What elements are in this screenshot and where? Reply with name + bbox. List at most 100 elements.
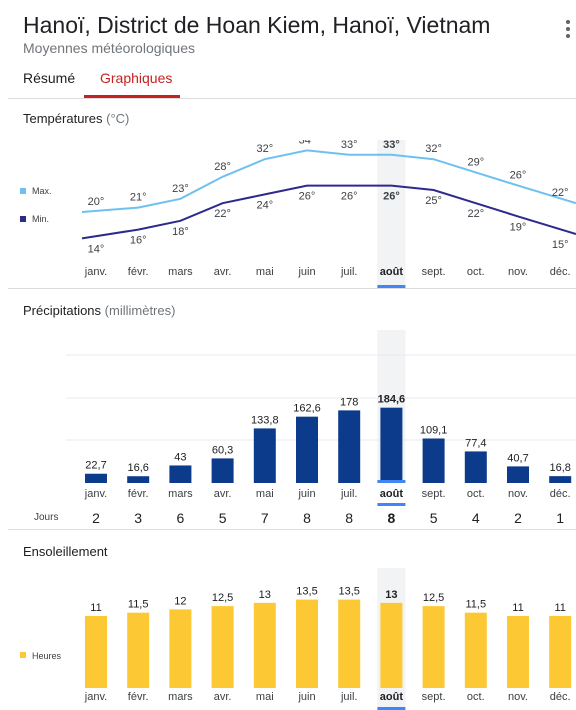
precipitation-value-label: 178: [340, 396, 358, 408]
data-label-max: 32°: [256, 143, 273, 155]
data-label-max: 21°: [130, 192, 147, 204]
selected-month-indicator: [377, 285, 406, 288]
highlight-column: [377, 140, 406, 288]
data-label-min: 26°: [383, 191, 400, 203]
data-label-min: 18°: [172, 226, 189, 238]
x-tick-label: avr.: [214, 488, 232, 500]
sunshine-bar: [464, 612, 487, 688]
sunshine-value-label: 11: [90, 602, 101, 614]
legend-swatch-hours: [20, 652, 26, 658]
x-tick-label: nov.: [508, 691, 528, 703]
data-label-max: 23°: [172, 183, 189, 195]
precipitation-value-label: 43: [174, 451, 186, 463]
x-tick-label: mars: [168, 266, 193, 278]
precipitation-value-label: 133,8: [251, 414, 279, 426]
x-tick-label: sept.: [422, 488, 446, 500]
precipitation-value-label: 60,3: [212, 444, 233, 456]
x-tick-label: oct.: [467, 266, 485, 278]
rain-days-value: 3: [134, 510, 142, 526]
page-subtitle: Moyennes météorologiques: [23, 40, 195, 56]
page-title: Hanoï, District de Hoan Kiem, Hanoï, Vie…: [23, 12, 491, 38]
more-vert-icon[interactable]: [562, 18, 576, 40]
data-label-max: 33°: [383, 140, 400, 151]
precipitation-section-title: Précipitations (millimètres): [23, 303, 175, 318]
legend-label-min: Min.: [32, 214, 49, 224]
sunshine-bar: [296, 599, 318, 688]
x-tick-label: août: [380, 488, 404, 500]
x-tick-label: nov.: [508, 266, 528, 278]
sunshine-value-label: 13: [259, 589, 271, 601]
precipitation-bar: [253, 428, 276, 483]
precipitation-bar: [169, 465, 192, 483]
temperature-unit: (°C): [106, 111, 130, 126]
data-label-max: 20°: [88, 196, 105, 208]
precipitation-value-label: 109,1: [420, 424, 448, 436]
x-tick-label: déc.: [550, 266, 571, 278]
legend-swatch-max: [20, 188, 26, 194]
x-tick-label: août: [380, 266, 404, 278]
temperature-section-title: Températures (°C): [23, 111, 129, 126]
precipitation-bar: [127, 476, 150, 483]
data-label-min: 22°: [214, 208, 231, 220]
divider: [8, 288, 576, 289]
x-tick-label: mars: [168, 488, 193, 500]
divider: [8, 529, 576, 530]
sunshine-value-label: 13,5: [338, 586, 359, 598]
sunshine-value-label: 13: [385, 589, 397, 601]
sunshine-section-title: Ensoleillement: [23, 544, 108, 559]
x-tick-label: juin: [297, 488, 315, 500]
x-tick-label: déc.: [550, 691, 571, 703]
sunshine-value-label: 12,5: [212, 592, 233, 604]
rain-days-value: 8: [345, 510, 353, 526]
active-tab-indicator: [84, 95, 180, 98]
data-label-min: 25°: [425, 195, 442, 207]
sunshine-bar: [85, 615, 107, 688]
precipitation-value-label: 22,7: [85, 460, 106, 472]
rain-days-value: 4: [472, 510, 480, 526]
legend-swatch-min: [20, 216, 26, 222]
x-tick-label: nov.: [508, 488, 528, 500]
x-tick-label: janv.: [84, 266, 107, 278]
rain-days-value: 1: [556, 510, 564, 526]
sunshine-bar: [169, 609, 192, 688]
sunshine-bar: [549, 615, 572, 688]
data-label-min: 19°: [510, 221, 527, 233]
x-tick-label: févr.: [128, 488, 149, 500]
precipitation-bar: [211, 458, 234, 483]
x-tick-label: déc.: [550, 488, 571, 500]
sunshine-chart: 11 11,5 12 12,5 13 13,5 13,5 13 12,5 11,5 11 11 Heur…: [20, 568, 572, 710]
legend-label-hours: Heures: [32, 651, 62, 661]
precipitation-value-label: 77,4: [465, 437, 486, 449]
precipitation-bar: [85, 473, 107, 483]
precipitation-value-label: 16,6: [127, 462, 148, 474]
tab-graphiques[interactable]: Graphiques: [100, 70, 173, 86]
divider: [8, 98, 576, 99]
data-label-max: 33°: [341, 140, 358, 151]
temperature-chart: 20° 21° 23° 28° 32° 34° 33° 33° 32° 29° 26° 22° 14° 1…: [20, 140, 576, 288]
data-label-min: 22°: [467, 208, 484, 220]
x-tick-label: janv.: [84, 691, 107, 703]
sunshine-value-label: 11,5: [466, 599, 487, 611]
precipitation-bar: [296, 416, 318, 483]
x-tick-label: févr.: [128, 691, 149, 703]
selected-month-indicator: [377, 480, 406, 483]
days-label: Jours: [34, 512, 58, 523]
tab-resume[interactable]: Résumé: [23, 70, 76, 86]
sunshine-bar: [211, 606, 234, 688]
x-tick-label: avr.: [214, 266, 232, 278]
x-tick-label: sept.: [422, 266, 446, 278]
x-tick-label: août: [380, 691, 404, 703]
x-tick-label: avr.: [214, 691, 232, 703]
sunshine-value-label: 12,5: [423, 592, 444, 604]
sunshine-title: Ensoleillement: [23, 544, 108, 559]
x-tick-label: mai: [256, 691, 274, 703]
x-tick-label: juil.: [340, 266, 358, 278]
sunshine-bar: [253, 602, 276, 688]
x-tick-label: mai: [256, 488, 274, 500]
x-tick-label: sept.: [422, 691, 446, 703]
series-line-max: [81, 149, 576, 213]
x-tick-label: juin: [297, 266, 315, 278]
x-tick-label: oct.: [467, 691, 485, 703]
sunshine-value-label: 13,5: [296, 586, 317, 598]
